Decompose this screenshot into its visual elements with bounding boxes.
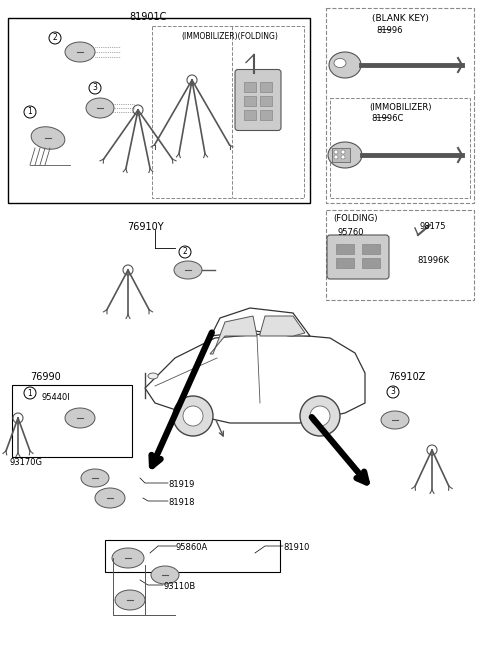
Text: 3: 3 — [93, 83, 97, 92]
Polygon shape — [260, 316, 305, 336]
Text: 81996C: 81996C — [372, 114, 404, 123]
Text: (BLANK KEY): (BLANK KEY) — [372, 14, 429, 23]
Bar — [336, 258, 354, 268]
Text: 3: 3 — [391, 388, 396, 396]
Bar — [105, 540, 280, 572]
Ellipse shape — [86, 98, 114, 118]
Text: 1: 1 — [28, 388, 32, 398]
Bar — [244, 82, 256, 92]
Circle shape — [334, 150, 338, 154]
Ellipse shape — [148, 373, 158, 379]
Ellipse shape — [328, 142, 362, 168]
Bar — [8, 18, 310, 203]
Ellipse shape — [95, 488, 125, 508]
Circle shape — [387, 386, 399, 398]
Ellipse shape — [381, 411, 409, 429]
Text: 93170G: 93170G — [10, 458, 43, 467]
Bar — [260, 96, 272, 106]
Circle shape — [341, 155, 345, 159]
Circle shape — [24, 106, 36, 118]
Text: 81919: 81919 — [168, 480, 194, 489]
Ellipse shape — [65, 408, 95, 428]
Bar — [244, 96, 256, 106]
Bar — [260, 110, 272, 120]
Bar — [326, 210, 474, 300]
Circle shape — [179, 246, 191, 258]
Bar — [12, 385, 132, 457]
FancyBboxPatch shape — [235, 70, 281, 131]
Text: 76990: 76990 — [30, 372, 61, 382]
Circle shape — [310, 406, 330, 426]
Ellipse shape — [115, 590, 145, 610]
Text: (FOLDING): (FOLDING) — [333, 214, 377, 223]
Bar — [332, 148, 350, 162]
Bar — [330, 98, 470, 198]
Polygon shape — [200, 308, 310, 358]
Circle shape — [300, 396, 340, 436]
Text: 81996: 81996 — [377, 26, 403, 35]
Ellipse shape — [31, 127, 65, 149]
Text: 93110B: 93110B — [163, 582, 195, 591]
Circle shape — [89, 82, 101, 94]
Text: (IMMOBILIZER): (IMMOBILIZER) — [369, 103, 431, 112]
Bar — [260, 82, 272, 92]
Polygon shape — [210, 316, 257, 354]
Text: 95440I: 95440I — [42, 393, 71, 402]
Polygon shape — [145, 333, 365, 423]
Text: 2: 2 — [53, 33, 58, 43]
Text: 98175: 98175 — [420, 222, 446, 231]
Ellipse shape — [151, 566, 179, 584]
Bar — [362, 258, 380, 268]
Ellipse shape — [334, 58, 346, 68]
Text: 95860A: 95860A — [176, 543, 208, 552]
Text: (IMMOBILIZER)(FOLDING): (IMMOBILIZER)(FOLDING) — [181, 32, 278, 41]
Bar — [152, 26, 304, 198]
Text: 95760: 95760 — [337, 228, 363, 237]
Circle shape — [24, 387, 36, 399]
Ellipse shape — [65, 42, 95, 62]
Bar — [244, 110, 256, 120]
Ellipse shape — [329, 52, 361, 78]
Ellipse shape — [112, 548, 144, 568]
Circle shape — [49, 32, 61, 44]
Bar — [326, 8, 474, 203]
Circle shape — [183, 406, 203, 426]
Bar — [362, 244, 380, 254]
Circle shape — [341, 150, 345, 154]
Circle shape — [334, 155, 338, 159]
Bar — [336, 244, 354, 254]
Text: 81918: 81918 — [168, 498, 194, 507]
Ellipse shape — [174, 261, 202, 279]
Text: 81996K: 81996K — [417, 256, 449, 265]
Text: 76910Z: 76910Z — [388, 372, 425, 382]
FancyBboxPatch shape — [327, 235, 389, 279]
Text: 2: 2 — [182, 247, 187, 256]
Text: 81901C: 81901C — [129, 12, 167, 22]
Ellipse shape — [81, 469, 109, 487]
Text: 1: 1 — [28, 108, 32, 117]
Circle shape — [173, 396, 213, 436]
Text: 76910Y: 76910Y — [127, 222, 163, 232]
Text: 81910: 81910 — [283, 543, 310, 552]
